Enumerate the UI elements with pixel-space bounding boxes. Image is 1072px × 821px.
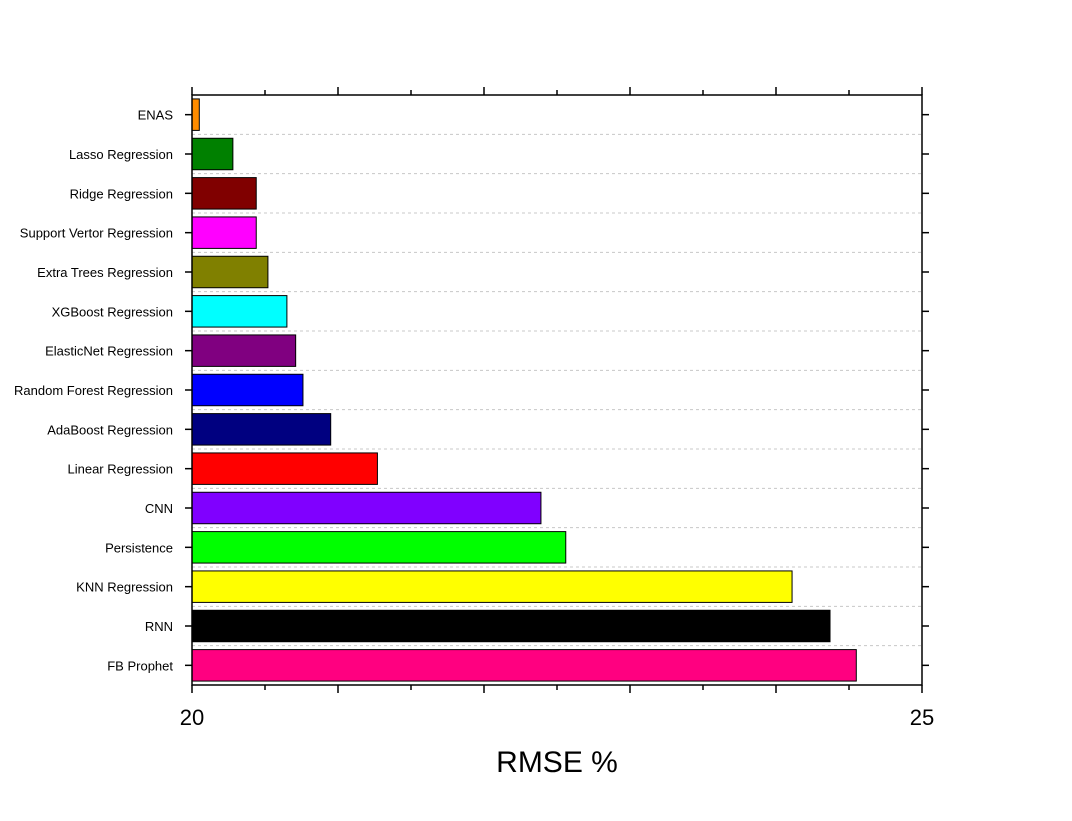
x-axis-title: RMSE % <box>496 746 618 779</box>
grid-layer <box>192 133 922 647</box>
bar-fb-prophet <box>191 649 857 682</box>
category-label: Ridge Regression <box>70 186 173 201</box>
category-label: ElasticNet Regression <box>45 344 173 359</box>
category-label: RNN <box>145 619 173 634</box>
category-label: Linear Regression <box>67 462 173 477</box>
bar-adaboost-regression <box>191 413 332 446</box>
category-label: AdaBoost Regression <box>47 422 173 437</box>
category-label: KNN Regression <box>76 580 173 595</box>
category-label: Support Vertor Regression <box>20 226 173 241</box>
category-label: Persistence <box>105 540 173 555</box>
bar-enas <box>191 98 200 131</box>
bar-xgboost-regression <box>191 295 288 328</box>
bar-lasso-regression <box>191 137 234 171</box>
bar-support-vertor-regression <box>191 216 257 249</box>
category-label: ENAS <box>138 108 174 123</box>
bar-linear-regression <box>191 452 378 485</box>
bar-cnn <box>191 491 542 525</box>
bar-ridge-regression <box>191 177 257 210</box>
category-label: FB Prophet <box>107 658 173 673</box>
bars-layer <box>191 98 857 682</box>
category-label: Random Forest Regression <box>14 383 173 398</box>
x-tick-label: 25 <box>910 705 934 730</box>
bar-persistence <box>191 531 567 564</box>
bar-knn-regression <box>191 570 793 603</box>
bar-rnn <box>191 609 831 643</box>
x-tick-label: 20 <box>180 705 204 730</box>
bar-random-forest-regression <box>191 373 304 407</box>
category-label: XGBoost Regression <box>52 304 173 319</box>
labels-layer: ENAS Lasso Regression Ridge Regression Supp… <box>14 108 934 730</box>
category-label: Lasso Regression <box>69 147 173 162</box>
ticks-layer <box>185 87 929 693</box>
bar-elasticnet-regression <box>191 334 297 367</box>
category-label: Extra Trees Regression <box>37 265 173 280</box>
bar-extra-trees-regression <box>191 255 269 289</box>
category-label: CNN <box>145 501 173 516</box>
